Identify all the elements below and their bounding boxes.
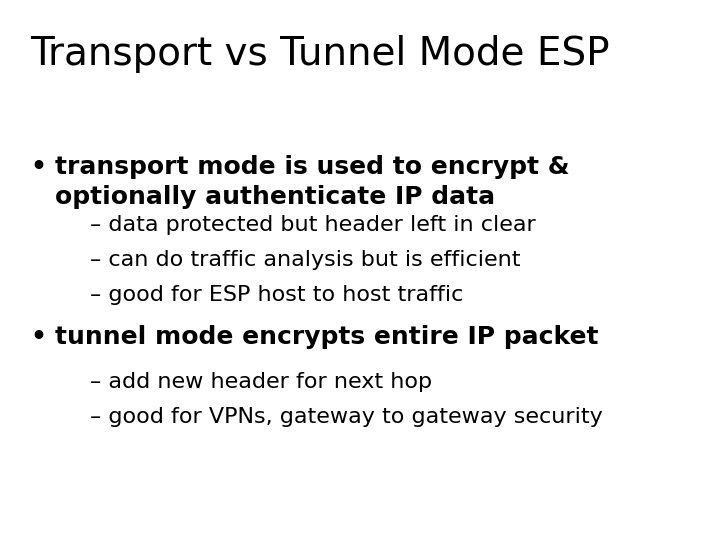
Text: – can do traffic analysis but is efficient: – can do traffic analysis but is efficie… bbox=[90, 250, 521, 270]
Text: – data protected but header left in clear: – data protected but header left in clea… bbox=[90, 215, 536, 235]
Text: •: • bbox=[30, 325, 46, 349]
Text: transport mode is used to encrypt &
optionally authenticate IP data: transport mode is used to encrypt & opti… bbox=[55, 155, 570, 208]
Text: •: • bbox=[30, 155, 46, 179]
Text: – good for VPNs, gateway to gateway security: – good for VPNs, gateway to gateway secu… bbox=[90, 407, 603, 427]
Text: – add new header for next hop: – add new header for next hop bbox=[90, 372, 432, 392]
Text: tunnel mode encrypts entire IP packet: tunnel mode encrypts entire IP packet bbox=[55, 325, 598, 349]
Text: Transport vs Tunnel Mode ESP: Transport vs Tunnel Mode ESP bbox=[30, 35, 610, 73]
Text: – good for ESP host to host traffic: – good for ESP host to host traffic bbox=[90, 285, 464, 305]
